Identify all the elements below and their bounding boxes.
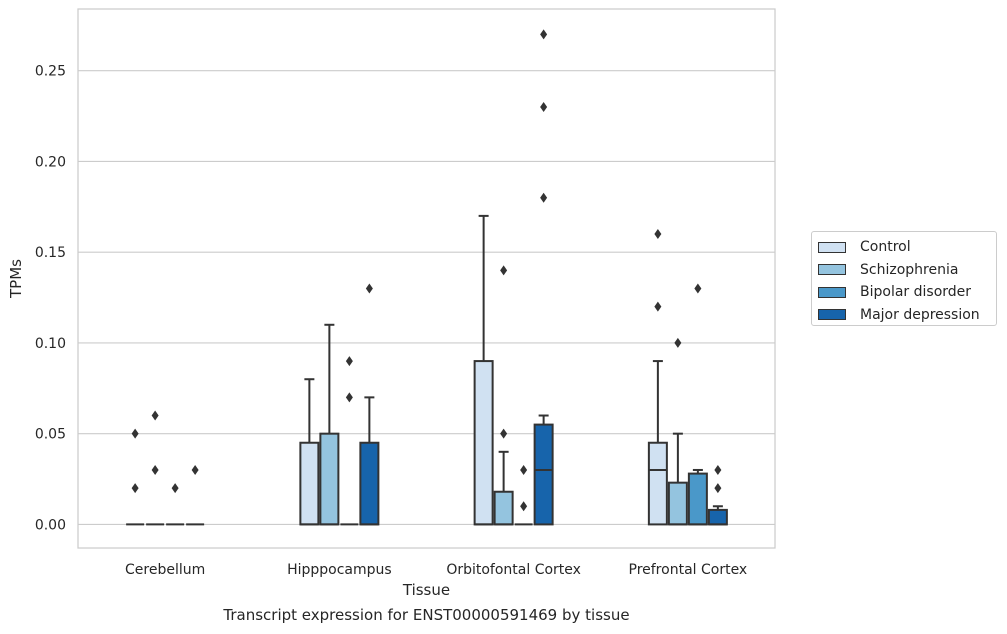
box (359, 441, 380, 526)
x-axis-title: Tissue (402, 581, 450, 599)
outlier-point (674, 337, 682, 348)
y-tick-label: 0.05 (35, 427, 66, 443)
outlier-point (654, 229, 662, 240)
legend-swatch (818, 309, 846, 321)
outlier-point (345, 356, 353, 367)
box (473, 360, 494, 526)
outlier-point (171, 483, 179, 494)
outlier-point (540, 102, 548, 112)
outlier-point (520, 501, 528, 512)
legend-label: Control (860, 239, 911, 256)
legend-item: Major depression (818, 304, 996, 327)
outlier-point (345, 392, 353, 403)
y-tick-label: 0.20 (35, 154, 66, 170)
legend: Control Schizophrenia Bipolar disorder Majo… (811, 231, 997, 326)
outlier-point (500, 428, 508, 439)
y-tick-labels: 0.00 0.05 0.10 0.15 0.20 0.25 (35, 64, 66, 534)
series-schizophrenia (146, 265, 688, 526)
y-tick-label: 0.00 (35, 517, 66, 533)
outlier-point (191, 464, 199, 475)
legend-item: Schizophrenia (818, 259, 996, 282)
outlier-point (654, 301, 662, 312)
outlier-point (365, 283, 373, 294)
x-tick-label: Orbitofontal Cortex (446, 562, 581, 578)
box (707, 508, 728, 526)
y-tick-label: 0.15 (35, 245, 66, 261)
box (493, 490, 514, 526)
legend-label: Major depression (860, 306, 980, 323)
x-tick-label: Cerebellum (125, 562, 205, 578)
y-tick-label: 0.25 (35, 64, 66, 80)
legend-swatch (818, 264, 846, 276)
x-tick-label: Hipppocampus (287, 562, 392, 578)
plot-frame (77, 8, 776, 549)
outlier-point (131, 483, 139, 494)
outlier-point (694, 283, 702, 294)
series-major-depression (186, 29, 728, 526)
legend-swatch (818, 241, 846, 253)
outlier-point (151, 464, 159, 475)
outlier-point (714, 464, 722, 475)
y-axis-title: TPMs (7, 259, 25, 299)
box (647, 441, 668, 526)
box (299, 441, 320, 526)
x-tick-labels: Cerebellum Hipppocampus Orbitofontal Corte… (125, 562, 747, 578)
box (667, 481, 688, 526)
legend-swatch (818, 286, 846, 298)
outlier-point (131, 428, 139, 439)
gridlines (78, 70, 775, 525)
figure-caption: Transcript expression for ENST0000059146… (223, 606, 630, 624)
box (319, 432, 340, 526)
x-tick-label: Prefrontal Cortex (629, 562, 748, 578)
series-bipolar-disorder (166, 283, 708, 526)
box-series (126, 29, 728, 526)
series-control (126, 214, 668, 526)
y-tick-label: 0.10 (35, 336, 66, 352)
outlier-point (540, 29, 548, 40)
outlier-point (151, 410, 159, 421)
legend-label: Schizophrenia (860, 261, 959, 278)
box (533, 423, 554, 526)
legend-label: Bipolar disorder (860, 284, 972, 301)
legend-item: Control (818, 236, 996, 259)
outlier-point (540, 192, 548, 203)
outlier-point (500, 265, 508, 276)
outlier-point (714, 483, 722, 494)
box (687, 472, 708, 526)
outlier-point (520, 464, 528, 475)
legend-item: Bipolar disorder (818, 281, 996, 304)
